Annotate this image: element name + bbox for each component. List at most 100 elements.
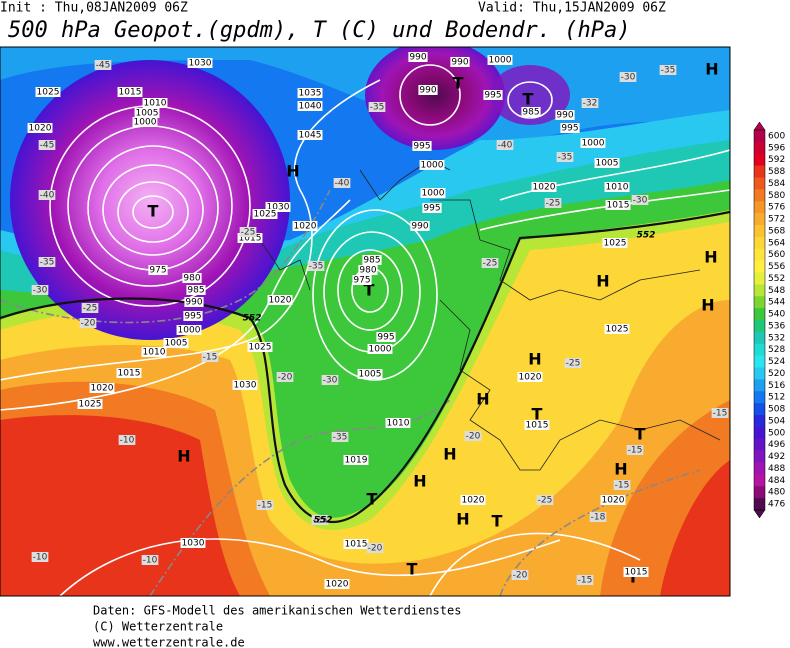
legend-label: 600 [768,131,785,141]
isobar-label-box [408,52,428,62]
isobar-label: 1030 [265,202,291,213]
isobar-label-text: 1030 [267,203,290,213]
isobar-label: 985 [521,107,541,118]
pressure-center: H [701,296,714,315]
isobar-label: 1015 [524,420,550,431]
legend-swatch [754,201,765,214]
isobar-label: 1020 [267,295,293,306]
temperature-label-text: -30 [633,196,648,206]
temperature-label-box [38,190,56,200]
isobar-label-text: 995 [377,333,394,343]
legend-swatch [754,426,765,440]
isobar-label-text: 1010 [387,419,410,429]
isobar-label-box [134,108,160,118]
temperature-label-box [711,408,729,418]
isobar-label: 1020 [27,123,53,134]
isobar-label: 1030 [232,380,258,391]
isobar-label: 1019 [343,455,369,466]
isobar-label: 995 [183,311,203,322]
isobar-label-text: 985 [522,108,539,118]
temperature-label: -35 [368,102,386,113]
isobar-label: 1000 [367,344,393,355]
temperature-label: -32 [581,98,599,109]
isobar-label-box [176,325,202,335]
temperature-label-text: -45 [40,141,55,151]
temperature-label: -35 [331,432,349,443]
isobar-label-text: 995 [561,124,578,134]
isobar-label-box [604,182,630,192]
isobar-label-box [35,87,61,97]
temperature-label-text: -40 [40,191,55,201]
isobar-label: 1000 [419,160,445,171]
isobar-label-box [180,538,206,548]
legend-frame [753,129,766,511]
legend-swatch [754,248,765,261]
isobar-label: 990 [184,297,204,308]
temperature-label: -35 [659,65,677,76]
temperature-label-text: -35 [370,103,385,113]
temperature-label-text: -25 [538,496,553,506]
isobar-label: 1005 [163,338,189,349]
isobar-label: 1010 [141,347,167,358]
legend-swatch [754,486,765,499]
isobar-label: 1025 [604,324,630,335]
isobar-label-box [604,324,630,334]
isobar-label-text: 1025 [79,400,102,410]
isobar-label-box [419,160,445,170]
temperature-label: -35 [307,261,325,272]
isobar-label-text: 1020 [269,296,292,306]
isobar-label-text: 1025 [37,88,60,98]
isobar-label-box [117,87,143,97]
temperature-label: -35 [38,257,56,268]
temperature-label-text: -18 [591,513,606,523]
legend-label: 524 [768,357,785,367]
pressure-center: T [523,90,534,109]
legend-swatch [754,272,765,285]
temperature-label-box [619,72,637,82]
temperature-label-text: -30 [33,286,48,296]
isobar-label: 985 [186,285,206,296]
legend-swatch [754,367,765,380]
isobar-label-box [265,202,291,212]
isobar-label-box [77,399,103,409]
isobar-label-text: 995 [484,91,501,101]
temperature-label-box [464,431,482,441]
temperature-label-box [511,570,529,580]
pressure-center: T [453,74,464,93]
legend-label: 580 [768,191,785,201]
map-area [0,47,730,596]
isobar-label: 1000 [132,117,158,128]
temperature-label-text: -15 [615,481,630,491]
temperature-label-box [631,195,649,205]
isobar-label-box [343,455,369,465]
legend-label: 500 [768,428,785,438]
pressure-center: T [364,281,375,300]
temperature-label: -45 [38,140,56,151]
isobar-label-text: 1019 [345,456,368,466]
isobar-label-text: 1020 [602,496,625,506]
pressure-center: T [492,512,503,531]
temperature-label-box [333,178,351,188]
isobar-label-text: 980 [359,266,376,276]
geopotential-label: 552 [314,516,333,526]
legend-label: 480 [768,488,785,498]
legend-label: 508 [768,405,785,415]
legend-swatch [754,225,765,238]
isobar-label-text: 1020 [29,124,52,134]
isobar-label: 990 [408,52,428,63]
legend-swatch [754,213,765,226]
geopotential-label: 552 [243,314,262,324]
legend-swatch [754,415,765,428]
temperature-label: -25 [564,358,582,369]
isobar-label-box [605,200,631,210]
isobar-label: 1005 [594,158,620,169]
isobar-label-box [187,58,213,68]
isobar-label: 995 [560,123,580,134]
isobar-label-box [460,495,486,505]
isobar-label: 1025 [77,399,103,410]
isobar-label-box [517,372,543,382]
temperature-label: -25 [81,303,99,314]
valid-time: Valid: Thu,15JAN2009 06Z [478,1,666,16]
footer-line: (C) Wetterzentrale [93,620,223,634]
